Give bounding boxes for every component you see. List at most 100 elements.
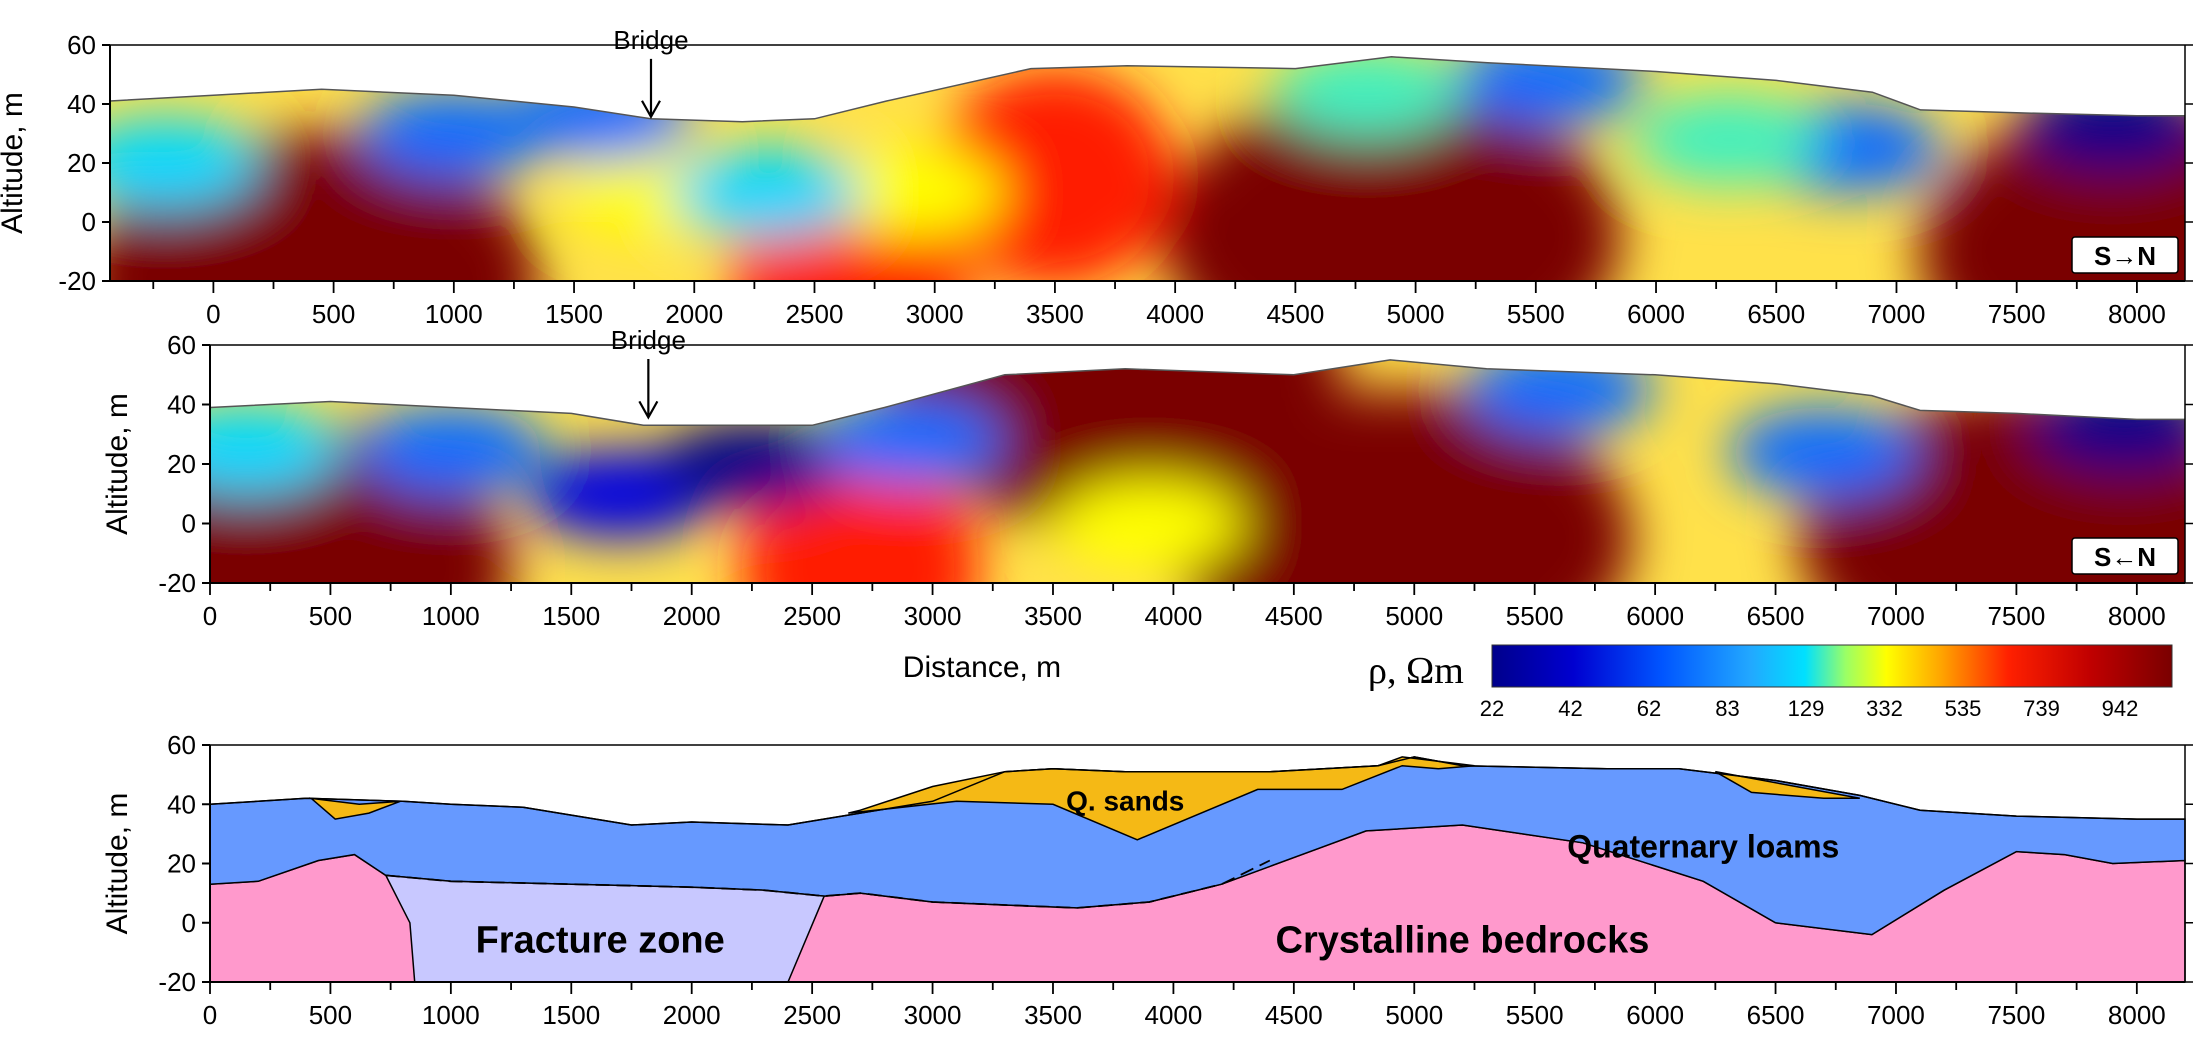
x-tick-label: 1500 (545, 299, 603, 329)
resistivity-anomaly (1452, 56, 1643, 126)
colorbar-tick-label: 129 (1788, 696, 1825, 721)
resistivity-anomaly (934, 67, 1175, 281)
resistivity-anomaly (1054, 478, 1245, 569)
x-tick-label: 5000 (1387, 299, 1445, 329)
top-bridge-marker: Bridge (613, 25, 689, 119)
quaternary-sand-lens (1714, 770, 1860, 800)
resistivity-anomaly (210, 404, 342, 495)
y-axis-label: Altitude, m (0, 92, 29, 234)
y-tick-label: 20 (67, 148, 96, 178)
middle-direction-label: S←N (2094, 542, 2156, 572)
x-tick-label: 500 (309, 601, 352, 631)
x-tick-label: 1000 (422, 1000, 480, 1030)
x-tick-label: 5000 (1385, 601, 1443, 631)
resistivity-anomaly (503, 70, 694, 161)
x-tick-label: 1500 (542, 601, 600, 631)
x-tick-label: 7500 (1987, 601, 2045, 631)
y-tick-label: 20 (167, 449, 196, 479)
x-tick-label: 4500 (1265, 601, 1323, 631)
resistivity-anomaly (671, 147, 862, 238)
x-tick-label: 4000 (1144, 601, 1202, 631)
colorbar-label: ρ, Ωm (1368, 650, 1464, 692)
x-tick-label: 5500 (1507, 299, 1565, 329)
x-tick-label: 7000 (1867, 601, 1925, 631)
y-axis-label: Altitude, m (101, 793, 134, 935)
x-tick-label: 4000 (1144, 1000, 1202, 1030)
top-direction-badge: S→N (2071, 236, 2179, 274)
x-tick-label: 500 (312, 299, 355, 329)
x-tick-label: 3000 (904, 601, 962, 631)
colorbar-tick-label: 22 (1480, 696, 1504, 721)
y-tick-label: 0 (182, 908, 196, 938)
quaternary-sand-lens (308, 797, 401, 820)
x-tick-label: 2000 (663, 601, 721, 631)
y-tick-label: 40 (167, 789, 196, 819)
resistivity-anomaly (1161, 86, 1622, 281)
x-tick-label: 8000 (2108, 299, 2166, 329)
colorbar: ρ, Ωm 22 42 62 83 129 332 535 739 942 (1368, 644, 2173, 721)
y-tick-label: 0 (82, 207, 96, 237)
x-axis-label: Distance, m (903, 651, 1061, 684)
geology-unit-label: Fracture zone (476, 920, 725, 962)
resistivity-anomaly (210, 418, 513, 583)
middle-surface-line (209, 359, 2185, 427)
x-tick-label: 4500 (1265, 1000, 1323, 1030)
resistivity-anomaly (2017, 79, 2185, 170)
x-tick-label: 7000 (1868, 299, 1926, 329)
x-tick-label: 6500 (1747, 1000, 1805, 1030)
x-tick-label: 2500 (783, 601, 841, 631)
geology-panel: Q. sands Quaternary loams Fracture zone Cry… (101, 730, 2193, 1030)
top-resistivity-panel: 60 40 20 0 -20 0 500 1000 1500 2000 2500 3000 3500 40… (0, 25, 2193, 329)
x-tick-label: 3500 (1024, 1000, 1082, 1030)
colorbar-tick-label: 535 (1945, 696, 1982, 721)
x-tick-label: 1000 (422, 601, 480, 631)
top-direction-label: S→N (2094, 241, 2156, 271)
resistivity-anomaly (1728, 407, 1919, 498)
middle-bridge-marker: Bridge (611, 325, 686, 420)
colorbar-tick-label: 42 (1558, 696, 1582, 721)
x-tick-label: 2000 (665, 299, 723, 329)
x-tick-label: 1500 (542, 1000, 600, 1030)
x-tick-label: 500 (309, 1000, 352, 1030)
x-tick-label: 7500 (1988, 299, 2046, 329)
x-tick-label: 4000 (1146, 299, 1204, 329)
resistivity-anomaly (358, 88, 549, 179)
geology-unit-label: Q. sands (1066, 785, 1184, 816)
resistivity-anomaly (883, 359, 1344, 531)
x-tick-label: 5000 (1385, 1000, 1443, 1030)
resistivity-anomaly (1272, 56, 1463, 138)
y-tick-label: 60 (167, 730, 196, 760)
x-tick-label: 6500 (1747, 601, 1805, 631)
x-tick-label: 0 (203, 1000, 217, 1030)
geology-unit-label: Quaternary loams (1567, 829, 1839, 865)
x-tick-label: 5500 (1506, 601, 1564, 631)
x-tick-label: 2500 (783, 1000, 841, 1030)
resistivity-anomaly (355, 404, 546, 495)
colorbar-tick-label: 739 (2023, 696, 2060, 721)
colorbar-tick-label: 62 (1637, 696, 1661, 721)
x-tick-label: 2500 (786, 299, 844, 329)
y-tick-label: 20 (167, 849, 196, 879)
resistivity-anomaly (813, 395, 1004, 486)
resistivity-anomaly (815, 147, 1006, 238)
x-tick-label: 7000 (1867, 1000, 1925, 1030)
top-surface-line (109, 56, 2185, 123)
y-tick-label: -20 (158, 568, 196, 598)
x-tick-label: 0 (206, 299, 220, 329)
x-tick-label: 3000 (904, 1000, 962, 1030)
x-tick-label: 1000 (425, 299, 483, 329)
top-bridge-arrow (641, 58, 661, 119)
x-tick-label: 2000 (663, 1000, 721, 1030)
x-tick-label: 6000 (1626, 601, 1684, 631)
x-tick-label: 5500 (1506, 1000, 1564, 1030)
x-tick-label: 0 (203, 601, 217, 631)
y-tick-label: 60 (67, 30, 96, 60)
middle-direction-badge: S←N (2071, 537, 2179, 575)
x-tick-label: 3500 (1024, 601, 1082, 631)
y-tick-label: 40 (167, 390, 196, 420)
y-axis-label: Altitude, m (101, 393, 134, 535)
resistivity-anomaly (656, 419, 847, 509)
x-tick-label: 3000 (906, 299, 964, 329)
middle-bridge-arrow (638, 358, 659, 420)
x-tick-label: 7500 (1987, 1000, 2045, 1030)
